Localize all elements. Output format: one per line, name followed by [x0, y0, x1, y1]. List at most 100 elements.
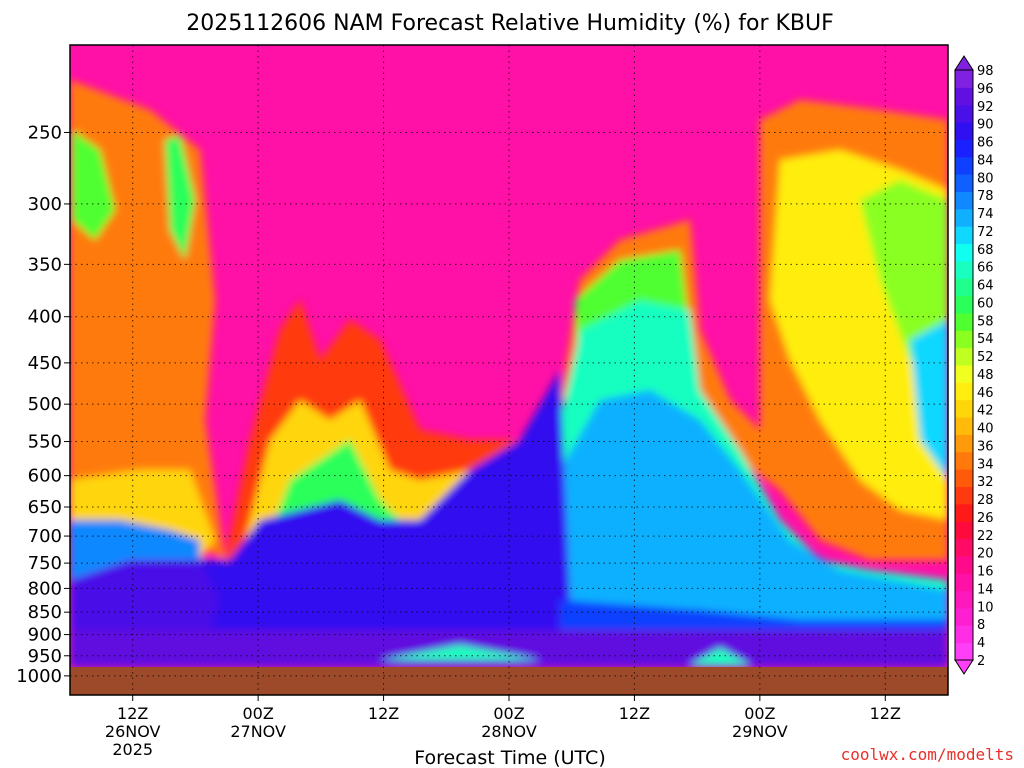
y-tick-label: 900 [28, 625, 62, 646]
colorbar-label: 10 [977, 600, 994, 615]
colorbar-label: 86 [977, 136, 994, 151]
colorbar-swatch [955, 226, 973, 245]
y-tick-label: 800 [28, 578, 62, 599]
colorbar-swatch [955, 642, 973, 661]
y-tick-label: 450 [28, 353, 62, 374]
colorbar-label: 54 [977, 332, 994, 347]
colorbar-swatch [955, 417, 973, 435]
colorbar-swatch [955, 330, 973, 349]
x-tick-date: 27NOV [230, 722, 286, 741]
rh-region-green-left-streak [72, 130, 115, 240]
colorbar-label: 8 [977, 618, 985, 633]
y-tick-label: 350 [28, 254, 62, 275]
colorbar-swatch [955, 590, 973, 609]
colorbar-label: 92 [977, 100, 994, 115]
colorbar-label: 2 [977, 654, 985, 669]
colorbar-swatch [955, 139, 973, 158]
colorbar-label: 90 [977, 118, 994, 133]
x-tick-year: 2025 [112, 740, 153, 759]
x-tick-date: 29NOV [732, 722, 788, 741]
x-tick-label: 00Z [493, 704, 524, 723]
colorbar-swatch [955, 521, 973, 540]
rh-region-cyan-right-upper [910, 320, 948, 480]
credit-text: coolwx.com/modelts [841, 745, 1014, 764]
x-tick-date: 26NOV [105, 722, 161, 741]
colorbar-label: 46 [977, 386, 994, 401]
x-tick-label: 12Z [368, 704, 399, 723]
colorbar-swatch [955, 486, 973, 505]
colorbar-frame [954, 69, 974, 661]
colorbar-label: 4 [977, 636, 985, 651]
colorbar-label: 84 [977, 153, 994, 168]
plot-area [69, 44, 949, 696]
colorbar-swatch [955, 260, 973, 279]
colorbar-swatch [955, 469, 973, 487]
colorbar-swatch [955, 87, 973, 106]
colorbar-swatch [955, 122, 973, 140]
colorbar-swatch [955, 104, 973, 123]
colorbar-label: 80 [977, 171, 994, 186]
y-tick-label: 1000 [16, 666, 62, 687]
colorbar-swatch [955, 555, 973, 574]
colorbar-swatch [955, 191, 973, 210]
colorbar-swatch [955, 382, 973, 401]
y-tick-label: 400 [28, 307, 62, 328]
y-tick-label: 700 [28, 526, 62, 547]
colorbar-label: 52 [977, 350, 994, 365]
rh-region-green-left-streak-2 [165, 135, 195, 260]
x-axis-title: Forecast Time (UTC) [414, 747, 605, 768]
colorbar-swatch [955, 607, 973, 626]
rh-region-green-right-2 [860, 180, 948, 360]
colorbar-label: 78 [977, 189, 994, 204]
colorbar-swatch [955, 243, 973, 262]
colorbar-label: 48 [977, 368, 994, 383]
colorbar-swatch [955, 399, 973, 418]
colorbar-label: 16 [977, 565, 994, 580]
colorbar-swatch [955, 70, 973, 88]
x-tick-label: 12Z [870, 704, 901, 723]
colorbar-swatch [955, 434, 973, 453]
colorbar-label: 58 [977, 314, 994, 329]
rh-region-blue-right [560, 390, 948, 640]
colorbar-label: 42 [977, 404, 994, 419]
colorbar-label: 60 [977, 296, 994, 311]
x-tick-date: 28NOV [481, 722, 537, 741]
colorbar-swatch [955, 278, 973, 297]
colorbar-swatch [955, 538, 973, 557]
colorbar-label: 22 [977, 529, 994, 544]
colorbar-label: 32 [977, 475, 994, 490]
y-tick-label: 300 [28, 194, 62, 215]
colorbar-label: 26 [977, 511, 994, 526]
grid-lines [70, 45, 948, 695]
colorbar-max-arrow [954, 55, 974, 71]
colorbar-swatch [955, 503, 973, 522]
colorbar-label: 14 [977, 582, 994, 597]
chart-title: 2025112606 NAM Forecast Relative Humidit… [186, 11, 834, 36]
colorbar: 2481014162022262832343640424648525458606… [954, 55, 994, 675]
colorbar-swatch [955, 365, 973, 383]
colorbar-label: 64 [977, 279, 994, 294]
x-tick-label: 00Z [744, 704, 775, 723]
colorbar-label: 40 [977, 422, 994, 437]
colorbar-min-arrow [954, 659, 974, 675]
colorbar-label: 66 [977, 261, 994, 276]
colorbar-swatch [955, 295, 973, 314]
colorbar-swatch [955, 174, 973, 192]
colorbar-swatch [955, 347, 973, 366]
colorbar-label: 28 [977, 493, 994, 508]
y-axis-pressure-labels: 2503003504004505005506006507007508008509… [16, 122, 70, 687]
colorbar-swatch [955, 208, 973, 227]
y-tick-label: 750 [28, 553, 62, 574]
colorbar-swatch [955, 156, 973, 175]
y-tick-label: 500 [28, 394, 62, 415]
x-tick-label: 00Z [242, 704, 273, 723]
colorbar-label: 20 [977, 547, 994, 562]
y-tick-label: 950 [28, 646, 62, 667]
colorbar-swatch [955, 312, 973, 331]
colorbar-swatch [955, 573, 973, 592]
y-tick-label: 550 [28, 432, 62, 453]
ground-terrain [70, 667, 948, 695]
colorbar-label: 98 [977, 64, 994, 79]
rh-region-surface-cyan-2 [690, 648, 750, 665]
